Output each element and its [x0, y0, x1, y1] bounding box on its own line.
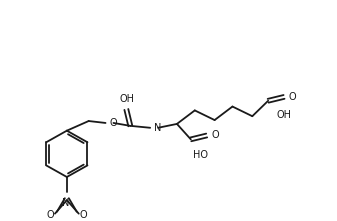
Text: N: N	[154, 123, 161, 133]
Text: N: N	[62, 198, 69, 208]
Text: O: O	[80, 210, 88, 220]
Text: OH: OH	[120, 94, 135, 104]
Text: O: O	[289, 92, 297, 102]
Text: OH: OH	[276, 110, 291, 120]
Text: HO: HO	[193, 150, 208, 160]
Text: O: O	[110, 118, 117, 128]
Text: O: O	[46, 210, 54, 220]
Text: O: O	[212, 130, 219, 141]
